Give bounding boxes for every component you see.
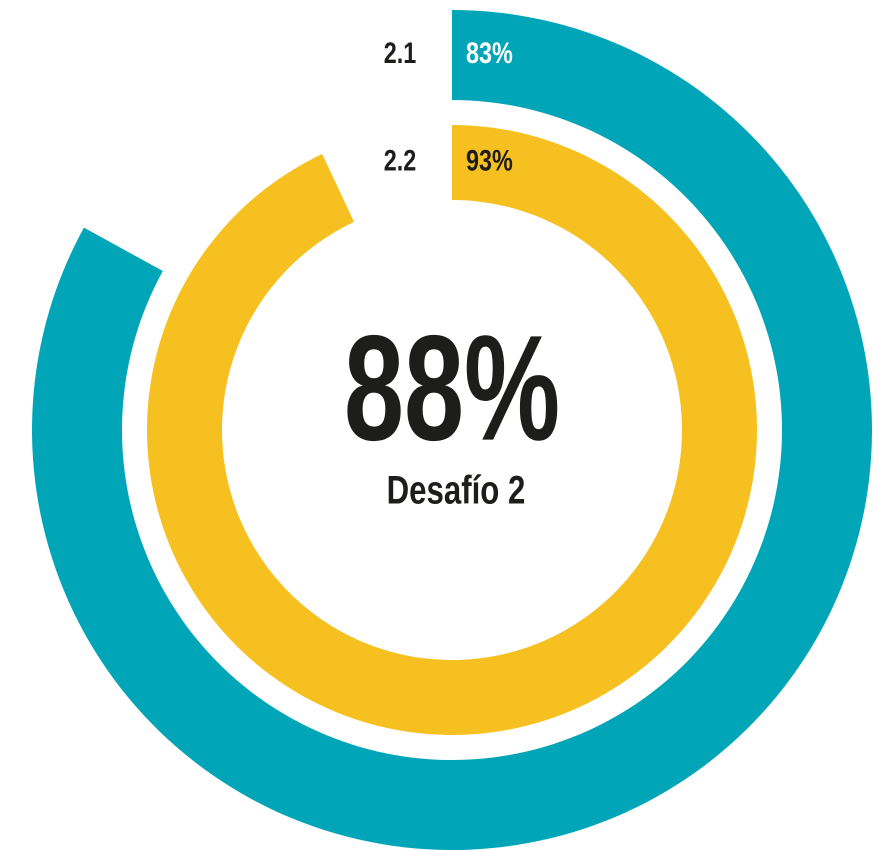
category-label-group: 2.2 — [384, 144, 417, 177]
center-group: 88% — [344, 304, 560, 472]
value-label: 83% — [466, 36, 513, 69]
subtitle-group: Desafío 2 — [387, 468, 526, 513]
center-value: 88% — [344, 304, 560, 472]
subtitle: Desafío 2 — [387, 468, 526, 513]
value-label-group: 83% — [466, 36, 513, 69]
category-label: 2.1 — [384, 36, 417, 69]
value-label-group: 93% — [466, 144, 513, 177]
category-label-group: 2.1 — [384, 36, 417, 69]
category-label: 2.2 — [384, 144, 417, 177]
value-label: 93% — [466, 144, 513, 177]
